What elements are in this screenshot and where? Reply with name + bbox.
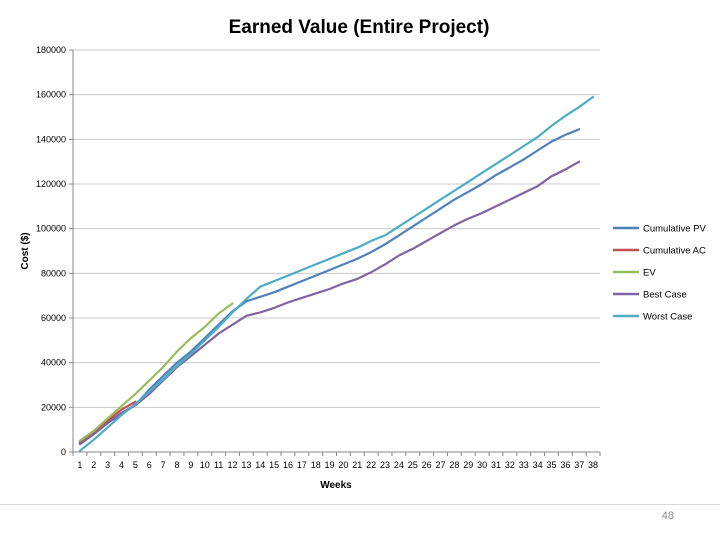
- x-tick-label: 16: [283, 460, 293, 470]
- x-tick-label: 21: [352, 460, 362, 470]
- x-tick-label: 34: [533, 460, 543, 470]
- x-tick-label: 27: [436, 460, 446, 470]
- x-tick-label: 1: [77, 460, 82, 470]
- chart-series: [78, 95, 595, 452]
- legend-label-best-case: Best Case: [643, 290, 687, 301]
- x-tick-label: 30: [477, 460, 487, 470]
- x-axis-ticks: 1 2 3 4 5 6 7 8 9 10 11 12 13 14 15 16 17 18 19 20 21 22 23 24 2…: [72, 452, 601, 470]
- x-tick-label: 33: [519, 460, 529, 470]
- y-tick-label: 140000: [36, 134, 66, 144]
- x-tick-label: 25: [408, 460, 418, 470]
- gridlines: [73, 49, 600, 408]
- y-tick-label: 100000: [36, 224, 66, 234]
- y-tick-label: 20000: [41, 402, 66, 412]
- chart-title: Earned Value (Entire Project): [229, 17, 490, 38]
- legend-label-cumulative-ac: Cumulative AC: [643, 246, 706, 257]
- x-tick-label: 8: [175, 460, 180, 470]
- y-tick-label: 0: [61, 447, 66, 457]
- x-tick-label: 11: [214, 460, 223, 470]
- x-tick-label: 18: [311, 460, 321, 470]
- y-tick-label: 180000: [36, 45, 66, 55]
- y-tick-label: 160000: [36, 90, 66, 100]
- x-tick-label: 15: [269, 460, 279, 470]
- x-tick-label: 35: [546, 460, 556, 470]
- x-tick-label: 29: [463, 460, 473, 470]
- x-tick-label: 24: [394, 460, 404, 470]
- x-tick-label: 2: [91, 460, 96, 470]
- chart-legend: Cumulative PV Cumulative AC EV Best Case Wor…: [613, 224, 706, 323]
- earned-value-chart: Earned Value (Entire Project) 0 20000 4000…: [20, 17, 706, 491]
- series-line-worst-case: [78, 95, 595, 452]
- x-tick-label: 4: [119, 460, 124, 470]
- x-tick-label: 38: [588, 460, 598, 470]
- y-tick-label: 60000: [41, 313, 66, 323]
- y-tick-label: 120000: [36, 179, 66, 189]
- y-tick-label: 40000: [41, 358, 66, 368]
- y-axis-ticks: 0 20000 40000 60000 80000 100000 120000 140000 1…: [36, 45, 73, 457]
- page-number: 48: [661, 510, 674, 522]
- slide-divider: [0, 504, 720, 505]
- x-tick-label: 6: [147, 460, 152, 470]
- x-tick-label: 12: [227, 460, 237, 470]
- x-tick-label: 31: [491, 460, 501, 470]
- x-tick-label: 20: [338, 460, 348, 470]
- legend-label-cumulative-pv: Cumulative PV: [643, 224, 706, 235]
- x-tick-label: 14: [255, 460, 265, 470]
- x-tick-label: 5: [133, 460, 138, 470]
- x-tick-label: 32: [505, 460, 515, 470]
- x-tick-label: 7: [161, 460, 166, 470]
- x-tick-label: 28: [449, 460, 459, 470]
- legend-label-worst-case: Worst Case: [643, 312, 692, 323]
- series-line-cumulative-pv: [78, 128, 581, 445]
- series-line-cumulative-ac: [78, 400, 137, 443]
- series-line-best-case: [78, 160, 581, 446]
- x-tick-label: 9: [188, 460, 193, 470]
- x-tick-label: 3: [105, 460, 110, 470]
- x-tick-label: 13: [241, 460, 251, 470]
- x-tick-label: 26: [422, 460, 432, 470]
- x-axis-title: Weeks: [320, 480, 352, 491]
- x-tick-label: 10: [200, 460, 210, 470]
- legend-label-ev: EV: [643, 268, 656, 279]
- x-tick-label: 23: [380, 460, 390, 470]
- x-tick-label: 22: [366, 460, 376, 470]
- x-tick-label: 37: [574, 460, 584, 470]
- x-tick-label: 17: [297, 460, 307, 470]
- y-tick-label: 80000: [41, 268, 66, 278]
- x-tick-label: 36: [560, 460, 570, 470]
- series-line-ev: [78, 302, 234, 442]
- x-tick-label: 19: [325, 460, 335, 470]
- y-axis-title: Cost ($): [20, 232, 31, 269]
